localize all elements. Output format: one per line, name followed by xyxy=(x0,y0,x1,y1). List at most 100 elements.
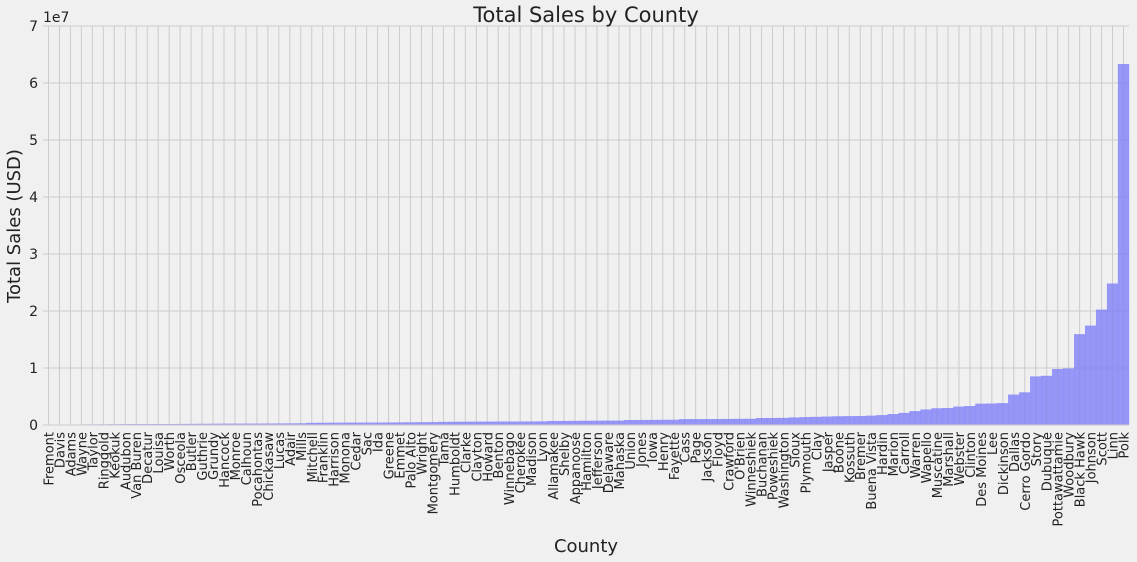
x-tick-label: Page xyxy=(690,432,705,463)
x-tick-label: Fremont xyxy=(42,432,57,486)
bar xyxy=(712,418,724,426)
x-tick-label: Monona xyxy=(339,432,354,484)
x-tick-label: Madison xyxy=(525,432,540,486)
x-tick-label: Guthrie xyxy=(196,432,211,481)
x-tick-label: Marshall xyxy=(942,432,957,487)
bar xyxy=(1052,368,1064,426)
x-tick-label: Des Moines xyxy=(975,432,990,507)
bar xyxy=(865,415,877,426)
x-tick-label: Keokuk xyxy=(108,432,123,479)
x-tick-label: Howard xyxy=(481,432,496,482)
bar xyxy=(788,417,801,426)
x-tick-label: Iowa xyxy=(646,432,661,462)
x-tick-label: Cerro Gordo xyxy=(1019,432,1034,511)
y-tick-label: 1 xyxy=(29,361,38,377)
bar xyxy=(810,416,822,426)
bar xyxy=(1030,376,1042,426)
x-tick-label: Crawford xyxy=(723,432,738,491)
x-tick-label: Henry xyxy=(657,432,672,471)
x-tick-label: Humboldt xyxy=(448,432,463,496)
x-tick-label: Union xyxy=(624,432,639,470)
x-tick-label: Washington xyxy=(777,432,792,508)
y-tick-label: 2 xyxy=(29,304,38,320)
bar xyxy=(799,417,812,426)
x-tick-label: Hancock xyxy=(218,432,233,488)
bar xyxy=(920,409,932,426)
bar xyxy=(690,419,702,426)
bar xyxy=(755,418,768,426)
bar xyxy=(1041,375,1053,426)
bar xyxy=(821,416,833,426)
bar xyxy=(635,419,647,426)
x-tick-label: Shelby xyxy=(558,432,573,476)
x-tick-labels: FremontDavisAdamsWayneTaylorRinggoldKeok… xyxy=(42,431,1132,526)
x-tick-label: Jasper xyxy=(821,431,836,473)
x-tick-label: Wayne xyxy=(75,432,90,476)
bar xyxy=(909,411,921,426)
x-tick-label: Hardin xyxy=(876,432,891,475)
bar xyxy=(854,416,866,426)
x-tick-label: Johnson xyxy=(1085,432,1100,484)
bar xyxy=(1074,334,1086,426)
x-tick-label: Winneshiek xyxy=(745,432,760,507)
x-tick-label: Monroe xyxy=(229,432,244,480)
x-tick-label: Story xyxy=(1030,432,1045,467)
x-tick-label: Plymouth xyxy=(799,432,814,493)
x-tick-label: Decatur xyxy=(141,431,156,483)
x-tick-label: Benton xyxy=(492,432,507,478)
bar xyxy=(591,420,603,426)
x-tick-label: Clarke xyxy=(459,432,474,473)
x-tick-label: Jones xyxy=(635,432,650,468)
bar xyxy=(986,403,998,426)
x-tick-label: Buchanan xyxy=(756,432,771,497)
bar xyxy=(569,420,581,426)
x-tick-label: Cherokee xyxy=(514,432,529,493)
y-tick-label: 5 xyxy=(29,133,38,149)
x-tick-label: Muscatine xyxy=(931,432,946,498)
x-tick-label: Sac xyxy=(361,432,376,455)
bar xyxy=(1008,394,1020,426)
x-tick-label: Cass xyxy=(679,432,694,463)
bar xyxy=(1063,368,1075,426)
bar xyxy=(657,419,669,426)
bar xyxy=(777,417,790,426)
x-tick-label: Lyon xyxy=(536,432,551,462)
bar xyxy=(832,416,844,426)
bar xyxy=(1019,392,1031,426)
bar xyxy=(887,414,899,426)
x-tick-label: Lucas xyxy=(273,432,288,469)
y-tick-label: 0 xyxy=(29,418,38,434)
y-tick-label: 3 xyxy=(29,247,38,263)
bar xyxy=(931,408,943,426)
x-tick-label: Mahaska xyxy=(613,432,628,489)
x-tick-label: Allamakee xyxy=(547,432,562,500)
bar xyxy=(722,418,735,426)
bar xyxy=(701,419,713,426)
x-axis-label: County xyxy=(554,536,618,557)
x-tick-label: Jackson xyxy=(701,432,716,482)
x-tick-label: Black Hawk xyxy=(1074,432,1089,508)
x-tick-label: Ringgold xyxy=(97,432,112,489)
bar xyxy=(679,419,691,426)
x-tick-label: Wright xyxy=(415,432,430,475)
x-tick-label: Cedar xyxy=(350,431,365,470)
x-tick-label: Greene xyxy=(383,432,398,479)
x-tick-label: Tama xyxy=(437,432,452,467)
bar xyxy=(536,421,548,426)
x-tick-label: Appanoose xyxy=(569,432,584,504)
bar xyxy=(1106,283,1119,426)
x-tick-label: Calhoun xyxy=(240,432,255,485)
y-offset-label: 1e7 xyxy=(43,10,69,26)
x-tick-label: Pocahontas xyxy=(251,432,266,507)
bar xyxy=(1117,64,1130,426)
x-tick-label: Montgomery xyxy=(426,432,441,515)
x-tick-label: Floyd xyxy=(712,432,727,467)
x-tick-label: Carroll xyxy=(898,432,913,474)
bar xyxy=(843,416,855,426)
x-tick-label: Emmet xyxy=(394,432,409,479)
x-tick-label: Butler xyxy=(185,431,200,471)
x-tick-label: Clayton xyxy=(470,432,485,482)
bar xyxy=(766,417,779,426)
x-tick-label: Sioux xyxy=(788,432,803,468)
